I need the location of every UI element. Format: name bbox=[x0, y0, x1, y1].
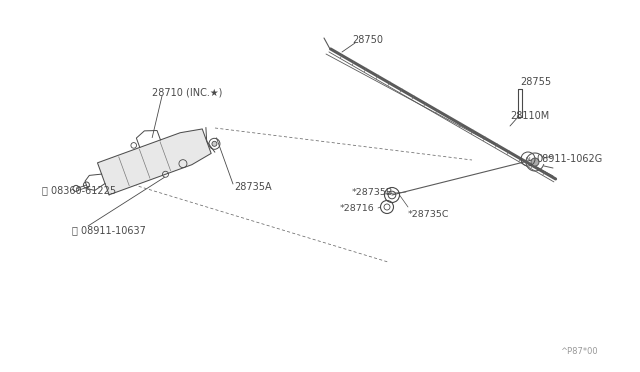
Text: Ⓝ 08911-10637: Ⓝ 08911-10637 bbox=[72, 225, 146, 235]
Text: N: N bbox=[525, 157, 531, 161]
Text: ^P87*00: ^P87*00 bbox=[560, 347, 598, 356]
Text: 28755: 28755 bbox=[520, 77, 551, 87]
Text: *28735C: *28735C bbox=[408, 209, 449, 218]
Circle shape bbox=[531, 158, 539, 166]
Text: 28110M: 28110M bbox=[510, 111, 549, 121]
Text: 28750: 28750 bbox=[352, 35, 383, 45]
Polygon shape bbox=[97, 129, 211, 195]
Text: 28710 (INC.★): 28710 (INC.★) bbox=[152, 87, 222, 97]
Text: 08911-1062G: 08911-1062G bbox=[536, 154, 602, 164]
Text: *28735B: *28735B bbox=[352, 187, 393, 196]
Text: *28716: *28716 bbox=[340, 203, 375, 212]
Text: 28735A: 28735A bbox=[234, 182, 271, 192]
Circle shape bbox=[212, 141, 217, 146]
Text: Ⓢ 08360-61225: Ⓢ 08360-61225 bbox=[42, 185, 116, 195]
